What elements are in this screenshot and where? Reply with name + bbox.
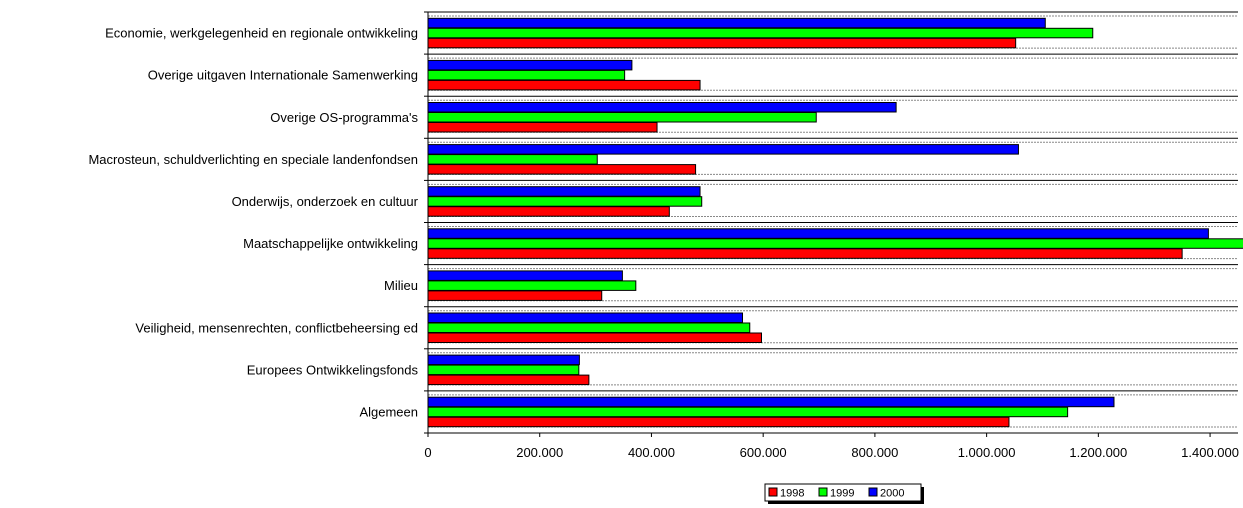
category-label: Onderwijs, onderzoek en cultuur bbox=[232, 194, 419, 209]
legend-label-1998: 1998 bbox=[780, 488, 804, 500]
bar-2000-overige-os-programma-s bbox=[427, 102, 897, 113]
x-tick-label: 1.400.000 bbox=[1181, 445, 1239, 460]
category-label: Europees Ontwikkelingsfonds bbox=[247, 362, 419, 377]
bar-1998-onderwijs-onderzoek-en-cultuur bbox=[427, 206, 670, 217]
bar-1999-economie-werkgelegenheid-en-regionale-ontwikkeling bbox=[427, 27, 1094, 39]
x-tick-label: 0 bbox=[424, 445, 431, 460]
bar-1998-milieu bbox=[427, 290, 603, 301]
category-label: Maatschappelijke ontwikkeling bbox=[243, 236, 418, 251]
bar-2000-onderwijs-onderzoek-en-cultuur bbox=[427, 186, 701, 197]
bar-1998-macrosteun-schuldverlichting-en-speciale-landenfondsen bbox=[427, 164, 697, 175]
x-tick-label: 200.000 bbox=[516, 445, 563, 460]
bar-1998-maatschappelijke-ontwikkeling bbox=[427, 248, 1183, 259]
legend-swatch-2000 bbox=[868, 487, 878, 497]
bar-2000-algemeen bbox=[427, 396, 1115, 408]
bar-1998-economie-werkgelegenheid-en-regionale-ontwikkeling bbox=[427, 37, 1017, 49]
bars bbox=[427, 17, 1243, 428]
category-label: Economie, werkgelegenheid en regionale o… bbox=[105, 26, 418, 41]
bar-2000-maatschappelijke-ontwikkeling bbox=[427, 228, 1209, 239]
x-tick-label: 1.000.000 bbox=[958, 445, 1016, 460]
bar-1999-europees-ontwikkelingsfonds bbox=[427, 364, 580, 376]
bar-1999-algemeen bbox=[427, 406, 1069, 418]
bar-2000-europees-ontwikkelingsfonds bbox=[427, 354, 580, 366]
bar-1999-onderwijs-onderzoek-en-cultuur bbox=[427, 196, 703, 207]
category-label: Veiligheid, mensenrechten, conflictbehee… bbox=[135, 320, 418, 335]
bar-1999-overige-os-programma-s bbox=[427, 112, 817, 123]
legend-swatch-1998 bbox=[768, 487, 778, 497]
legend-label-2000: 2000 bbox=[880, 488, 904, 500]
bar-1998-veiligheid-mensenrechten-conflictbeheersing-ed bbox=[427, 332, 762, 343]
bar-1999-overige-uitgaven-internationale-samenwerking bbox=[427, 69, 626, 81]
x-tick-labels: 0 200.000 400.000 600.000 800.000 1.000.000 1.… bbox=[424, 445, 1239, 460]
bar-1998-europees-ontwikkelingsfonds bbox=[427, 374, 590, 386]
bar-1999-macrosteun-schuldverlichting-en-speciale-landenfondsen bbox=[427, 154, 598, 165]
bar-1998-overige-uitgaven-internationale-samenwerking bbox=[427, 79, 701, 91]
x-tick-label: 400.000 bbox=[628, 445, 675, 460]
bar-2000-milieu bbox=[427, 270, 623, 281]
x-tick-label: 1.200.000 bbox=[1069, 445, 1127, 460]
bar-1999-milieu bbox=[427, 280, 637, 291]
x-tick-label: 800.000 bbox=[851, 445, 898, 460]
bar-1998-overige-os-programma-s bbox=[427, 122, 658, 133]
legend-box bbox=[764, 483, 922, 502]
category-labels: Economie, werkgelegenheid en regionale o… bbox=[88, 26, 418, 420]
bar-1998-algemeen bbox=[427, 416, 1010, 428]
bar-2000-economie-werkgelegenheid-en-regionale-ontwikkeling bbox=[427, 17, 1046, 29]
category-label: Algemeen bbox=[359, 404, 418, 419]
bar-2000-veiligheid-mensenrechten-conflictbeheersing-ed bbox=[427, 312, 744, 323]
category-label: Overige OS-programma's bbox=[270, 110, 418, 125]
bar-2000-overige-uitgaven-internationale-samenwerking bbox=[427, 59, 633, 71]
legend-label-1999: 1999 bbox=[830, 488, 854, 500]
axes bbox=[424, 11, 1238, 437]
legend: 1998 1999 2000 bbox=[764, 483, 924, 504]
bar-2000-macrosteun-schuldverlichting-en-speciale-landenfondsen bbox=[427, 144, 1019, 155]
x-tick-label: 600.000 bbox=[740, 445, 787, 460]
category-label: Macrosteun, schuldverlichting en special… bbox=[88, 152, 418, 167]
bar-1999-veiligheid-mensenrechten-conflictbeheersing-ed bbox=[427, 322, 751, 333]
category-label: Overige uitgaven Internationale Samenwer… bbox=[148, 68, 418, 83]
bar-1999-maatschappelijke-ontwikkeling bbox=[427, 238, 1243, 249]
legend-swatch-1999 bbox=[818, 487, 828, 497]
category-label: Milieu bbox=[384, 278, 418, 293]
